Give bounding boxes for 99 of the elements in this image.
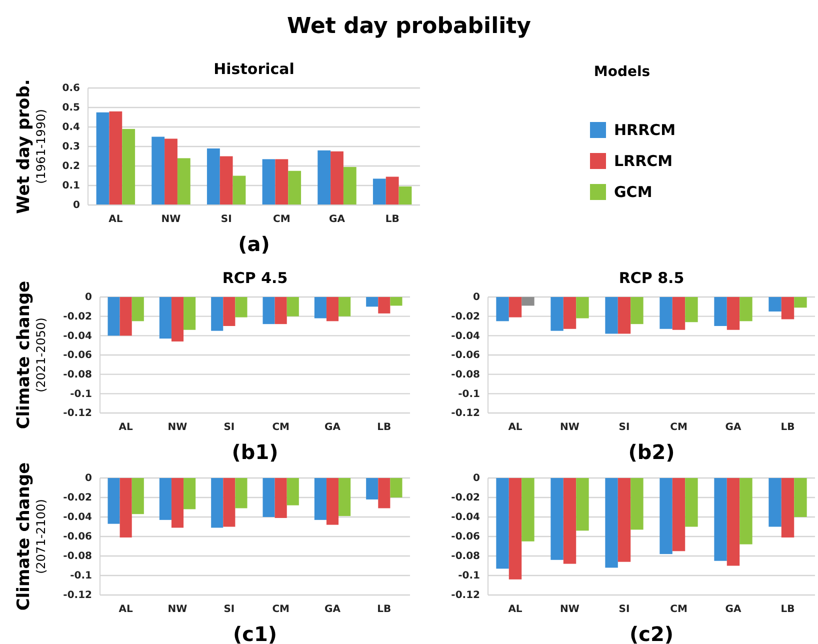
x-tick-label: NW [168, 604, 188, 616]
x-tick-label: GA [725, 604, 742, 616]
text: (c1) [232, 622, 278, 644]
x-tick-label: LB [377, 604, 392, 616]
y-tick-label: 0 [473, 292, 480, 304]
x-tick-label: NW [560, 422, 580, 434]
chart-subtitle: Historical [214, 60, 294, 78]
y-tick-label: 0.5 [62, 102, 80, 114]
bar [220, 156, 233, 205]
y-tick-label: 0.1 [62, 180, 80, 192]
y-tick-label: 0 [473, 473, 480, 484]
bar [262, 159, 276, 205]
text: (a) [238, 232, 270, 256]
y-tick-label: -0.12 [451, 590, 480, 602]
x-tick-label: SI [220, 214, 232, 226]
y-axis-title: Climate change (2021-2050) [14, 280, 48, 430]
y-tick-label: -0.12 [451, 408, 480, 420]
chart-title: Wet day probability [286, 14, 532, 39]
legend-label: HRRCM [614, 121, 676, 139]
text: (b1) [232, 440, 278, 464]
x-tick-label: LB [385, 214, 400, 226]
chart-title: RCP 4.5 [222, 269, 288, 287]
y-tick-label: -0.12 [63, 590, 92, 602]
y-tick-label: -0.06 [451, 350, 480, 362]
x-tick-label: SI [618, 604, 630, 616]
x-tick-label: SI [618, 422, 630, 434]
x-tick-label: AL [108, 214, 124, 226]
y-tick-label: 0 [73, 200, 80, 212]
y-tick-label: -0.02 [63, 492, 92, 504]
legend-label: GCM [614, 183, 652, 201]
y-tick-label: -0.02 [451, 492, 480, 504]
bar [372, 178, 386, 205]
x-tick-label: LB [780, 604, 795, 616]
y-tick-label: -0.04 [451, 330, 480, 342]
bar [343, 166, 356, 205]
bar [164, 138, 178, 205]
y-axis-title: Climate change (2071-2100) [14, 462, 48, 611]
legend-label: LRRCM [614, 152, 673, 170]
y-tick-label: -0.02 [63, 312, 92, 323]
x-tick-label: GA [324, 422, 341, 434]
x-tick-label: NW [560, 604, 580, 616]
x-tick-label: AL [118, 604, 134, 616]
y-tick-label: 0.2 [62, 161, 80, 172]
y-tick-label: -0.08 [63, 370, 92, 381]
y-tick-label: 0.6 [62, 83, 80, 94]
x-tick-label: NW [161, 214, 181, 226]
chart-title: RCP 8.5 [618, 269, 684, 287]
x-tick-label: GA [329, 214, 346, 226]
bar [96, 112, 110, 205]
legend-title: Models [594, 64, 650, 80]
y-tick-label: -0.06 [63, 532, 92, 543]
x-tick-label: CM [670, 422, 688, 434]
y-tick-label: -0.08 [451, 551, 480, 562]
x-tick-label: AL [508, 604, 523, 616]
y-tick-label: -0.12 [63, 408, 92, 420]
bar [232, 176, 246, 205]
y-tick-label: -0.06 [451, 532, 480, 543]
bar [275, 159, 288, 205]
bar [330, 151, 344, 205]
bar [398, 186, 412, 205]
x-tick-label: CM [272, 422, 290, 434]
x-tick-label: CM [670, 604, 688, 616]
x-tick-label: AL [508, 422, 523, 434]
bar [288, 170, 302, 205]
x-tick-label: CM [272, 604, 290, 616]
bar [206, 148, 220, 205]
y-axis-title: Wet day prob. (1961-1990) [14, 79, 48, 214]
y-tick-label: -0.04 [63, 330, 92, 342]
y-tick-label: -0.1 [70, 388, 92, 400]
y-tick-label: -0.06 [63, 350, 92, 362]
x-tick-label: AL [118, 422, 134, 434]
x-tick-label: CM [273, 214, 290, 226]
text: (b2) [628, 440, 675, 464]
x-tick-label: SI [224, 604, 235, 616]
bar [152, 136, 165, 205]
y-tick-label: -0.1 [70, 570, 92, 582]
y-tick-label: 0 [85, 473, 92, 484]
bar [318, 150, 331, 205]
x-tick-label: GA [725, 422, 742, 434]
y-tick-label: -0.08 [451, 370, 480, 381]
y-tick-label: -0.1 [458, 388, 480, 400]
text: (c2) [629, 622, 674, 644]
x-tick-label: SI [224, 422, 235, 434]
y-tick-label: 0.3 [62, 142, 80, 153]
bar [177, 158, 190, 205]
bar [386, 176, 399, 205]
y-tick-label: -0.04 [451, 512, 480, 524]
y-tick-label: -0.02 [451, 312, 480, 323]
x-tick-label: LB [780, 422, 795, 434]
bar [109, 111, 122, 205]
y-tick-label: 0.4 [62, 122, 80, 134]
x-tick-label: NW [168, 422, 188, 434]
y-tick-label: -0.1 [458, 570, 480, 582]
y-tick-label: -0.08 [63, 551, 92, 562]
y-tick-label: 0 [85, 292, 92, 304]
x-tick-label: GA [324, 604, 341, 616]
bar [122, 128, 136, 205]
x-tick-label: LB [377, 422, 392, 434]
y-tick-label: -0.04 [63, 512, 92, 524]
